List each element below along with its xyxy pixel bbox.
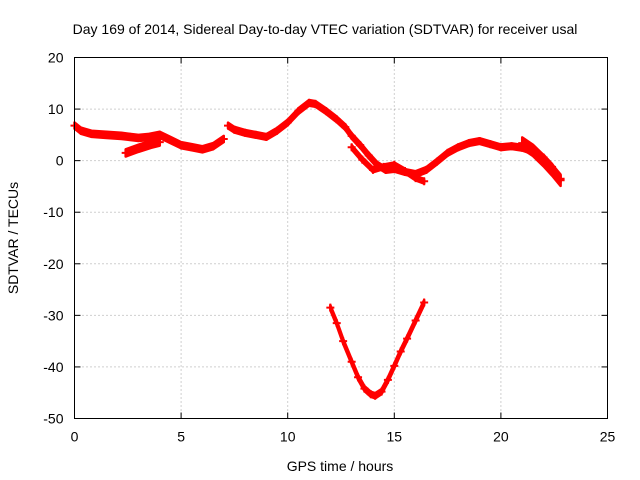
data-point — [125, 132, 134, 141]
data-point — [411, 174, 420, 183]
data-point — [102, 130, 111, 139]
data-point — [518, 139, 527, 148]
series-arc — [347, 143, 429, 186]
data-point — [326, 303, 335, 312]
data-point — [305, 98, 314, 107]
data-point — [400, 166, 409, 175]
data-point — [464, 139, 473, 148]
data-point — [475, 137, 484, 146]
data-point — [219, 134, 228, 143]
data-point — [556, 176, 565, 185]
data-point — [311, 99, 320, 108]
data-point — [368, 165, 377, 174]
x-axis-label: GPS time / hours — [287, 458, 394, 474]
series-arc — [121, 137, 164, 158]
data-point — [432, 157, 441, 166]
data-point — [383, 375, 392, 384]
data-point — [187, 143, 196, 152]
data-point — [283, 118, 292, 127]
y-tick-label: -30 — [43, 307, 63, 323]
data-point — [273, 126, 282, 135]
data-point — [371, 391, 380, 400]
data-point — [87, 129, 96, 138]
data-point — [356, 141, 365, 150]
data-point — [341, 123, 350, 132]
plot-border — [74, 57, 608, 419]
data-point — [198, 145, 207, 154]
y-tick-label: 0 — [56, 153, 64, 169]
x-tick-label: 25 — [600, 429, 616, 445]
x-tick-label: 5 — [177, 429, 185, 445]
chart-title: Day 169 of 2014, Sidereal Day-to-day VTE… — [73, 21, 578, 37]
data-point — [155, 138, 164, 147]
data-point — [145, 132, 154, 141]
x-tick-label: 15 — [387, 429, 403, 445]
data-point — [209, 142, 218, 151]
series-arc — [518, 136, 565, 188]
data-point — [134, 133, 143, 142]
y-axis-label: SDTVAR / TECUs — [5, 182, 21, 294]
data-point — [117, 131, 126, 140]
data-point — [443, 148, 452, 157]
data-point — [420, 298, 429, 307]
grid-lines — [74, 57, 608, 419]
y-tick-label: -50 — [43, 411, 63, 427]
data-point — [396, 347, 405, 356]
data-point — [486, 140, 495, 149]
data-point — [147, 140, 156, 149]
data-point — [347, 131, 356, 140]
data-point — [354, 373, 363, 382]
data-point — [339, 337, 348, 346]
data-point — [390, 160, 399, 169]
data-point — [496, 143, 505, 152]
data-point — [403, 334, 412, 343]
data-point — [422, 165, 431, 174]
data-point — [262, 132, 271, 141]
data-point — [294, 107, 303, 116]
data-point — [251, 130, 260, 139]
data-point — [411, 316, 420, 325]
data-point — [322, 107, 331, 116]
data-point — [539, 156, 548, 165]
data-point — [347, 143, 356, 152]
y-tick-label: -20 — [43, 256, 63, 272]
data-point — [507, 142, 516, 151]
y-tick-label: 10 — [48, 101, 64, 117]
data-point — [548, 165, 557, 174]
data-point — [224, 121, 233, 130]
data-point — [332, 319, 341, 328]
data-point — [379, 162, 388, 171]
data-point — [377, 387, 386, 396]
data-point — [364, 151, 373, 160]
x-tick-label: 10 — [280, 429, 296, 445]
data-point — [366, 390, 375, 399]
x-tick-label: 0 — [71, 429, 79, 445]
x-tick-label: 20 — [493, 429, 509, 445]
series-band — [329, 298, 426, 400]
data-point — [358, 155, 367, 164]
data-point — [454, 143, 463, 152]
data-point — [420, 177, 429, 186]
y-tick-label: -40 — [43, 359, 63, 375]
data-point — [332, 115, 341, 124]
data-point — [360, 384, 369, 393]
data-point — [121, 148, 130, 157]
data-point — [166, 136, 175, 145]
y-tick-label: -10 — [43, 204, 63, 220]
y-tick-label: 20 — [48, 50, 64, 66]
axis-ticks: 0 5 10 15 20 25 -50 -40 -30 -20 -10 0 10 20 — [43, 50, 615, 445]
series-arc — [326, 298, 429, 400]
data-point — [134, 144, 143, 153]
data-point — [347, 357, 356, 366]
data-series — [70, 98, 565, 400]
data-point — [241, 128, 250, 137]
data-point — [230, 125, 239, 134]
data-point — [390, 361, 399, 370]
series-arc — [224, 98, 565, 183]
data-point — [528, 146, 537, 155]
series-band — [520, 136, 562, 188]
data-point — [76, 126, 85, 135]
data-point — [177, 141, 186, 150]
